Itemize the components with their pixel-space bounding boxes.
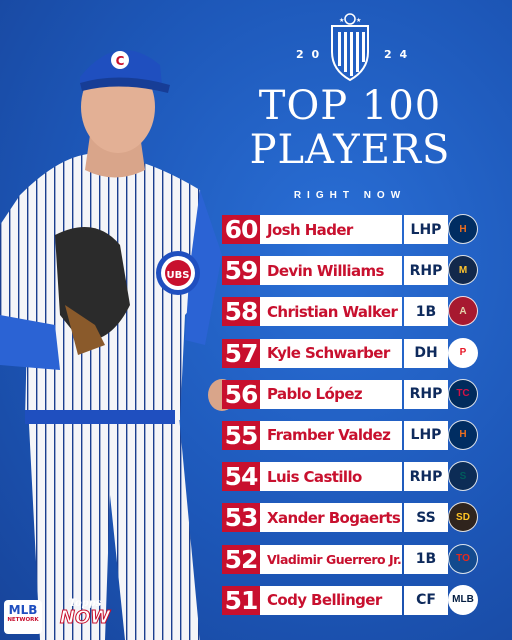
year-left: 2 0 [296, 48, 322, 61]
phillies-logo-icon: P [448, 337, 478, 368]
subtitle: RIGHT NOW [293, 190, 407, 201]
astros-logo-icon: H [448, 419, 478, 450]
player-name: Pablo López [260, 379, 402, 409]
svg-text:UBS: UBS [167, 270, 190, 281]
player-name: Luis Castillo [260, 462, 402, 492]
svg-text:C: C [116, 54, 125, 68]
rank-number: 59 [222, 256, 260, 286]
player-ranking-list: 60 Josh Hader LHP H 59 Devin Williams RHP M 58 Ch… [222, 213, 482, 625]
player-position: LHP [404, 420, 448, 450]
player-name: Devin Williams [260, 256, 402, 286]
bluejays-logo-icon: TO [448, 543, 478, 574]
player-photo: C UBS [0, 50, 236, 640]
player-row: 57 Kyle Schwarber DH P [222, 337, 482, 370]
player-name: Josh Hader [260, 215, 402, 244]
mlb-network-text: MLB [8, 603, 38, 617]
rank-number: 55 [222, 420, 260, 450]
astros-logo-icon: H [448, 214, 478, 244]
player-position: DH [404, 338, 448, 368]
brewers-logo-icon: M [448, 255, 478, 286]
topps-text: Topps [68, 598, 102, 609]
topps-now-logo: Topps NOW [56, 598, 114, 634]
player-name: Kyle Schwarber [260, 338, 402, 368]
player-row: 51 Cody Bellinger CF MLB [222, 584, 482, 617]
svg-text:★: ★ [339, 17, 344, 24]
player-name: Framber Valdez [260, 420, 402, 450]
title-line-1: TOP 100 [258, 83, 442, 129]
player-row: 55 Framber Valdez LHP H [222, 419, 482, 452]
now-text: NOW [59, 607, 111, 628]
diamondbacks-logo-icon: A [448, 296, 478, 327]
player-position: SS [404, 503, 448, 533]
rank-number: 51 [222, 585, 260, 615]
player-position: RHP [404, 256, 448, 286]
player-name: Christian Walker [260, 297, 402, 327]
padres-logo-icon: SD [448, 502, 478, 533]
mlb-top100-shield-icon: ★ ★ [331, 13, 369, 82]
rank-number: 53 [222, 503, 260, 533]
mlb-logo-icon: MLB [448, 584, 478, 615]
rank-number: 52 [222, 544, 260, 574]
player-name: Cody Bellinger [260, 585, 402, 615]
mariners-logo-icon: S [448, 461, 478, 492]
player-position: LHP [404, 215, 448, 244]
rank-number: 58 [222, 297, 260, 327]
player-row: 54 Luis Castillo RHP S [222, 460, 482, 493]
twins-logo-icon: TC [448, 378, 478, 409]
rank-number: 57 [222, 338, 260, 368]
player-name: Xander Bogaerts [260, 503, 402, 533]
year-right: 2 4 [384, 48, 410, 61]
player-position: RHP [404, 379, 448, 409]
player-name: Vladimir Guerrero Jr. [260, 544, 402, 574]
player-position: RHP [404, 462, 448, 492]
mlb-network-logo: MLB NETWORK [4, 600, 42, 634]
player-position: 1B [404, 297, 448, 327]
player-row: 56 Pablo López RHP TC [222, 378, 482, 411]
svg-text:★: ★ [356, 17, 361, 24]
rank-number: 54 [222, 462, 260, 492]
player-position: CF [404, 585, 448, 615]
player-row: 58 Christian Walker 1B A [222, 295, 482, 328]
player-row: 59 Devin Williams RHP M [222, 254, 482, 287]
player-row: 60 Josh Hader LHP H [222, 213, 482, 246]
mlb-network-subtext: NETWORK [7, 617, 39, 623]
rank-number: 60 [222, 215, 260, 244]
rank-number: 56 [222, 379, 260, 409]
title-line-2: PLAYERS [249, 127, 451, 173]
player-row: 53 Xander Bogaerts SS SD [222, 501, 482, 534]
player-row: 52 Vladimir Guerrero Jr. 1B TO [222, 543, 482, 576]
player-position: 1B [404, 544, 448, 574]
